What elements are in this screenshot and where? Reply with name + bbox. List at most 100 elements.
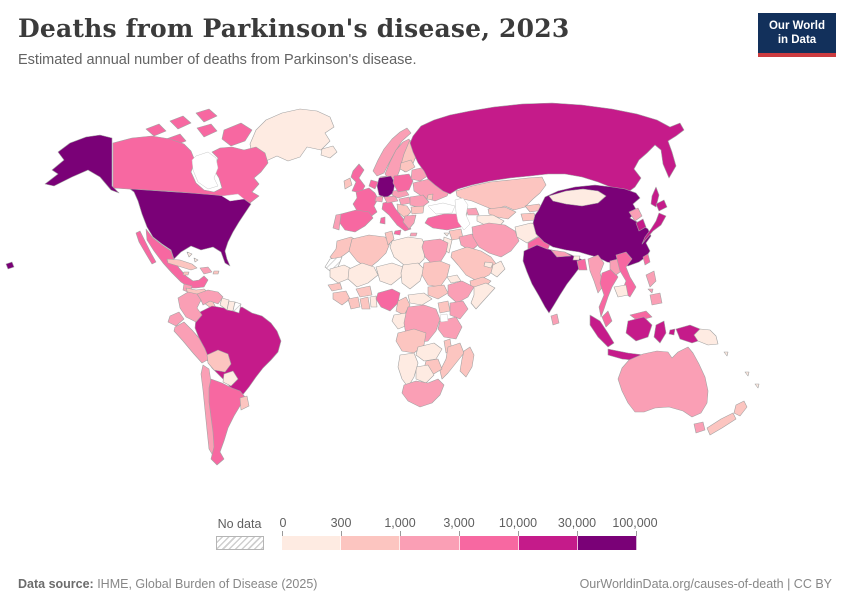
country-greece[interactable] bbox=[402, 214, 418, 237]
country-paraguay[interactable] bbox=[222, 370, 239, 387]
country-oman[interactable] bbox=[490, 260, 506, 278]
country-tunisia[interactable] bbox=[384, 230, 395, 246]
country-ghana[interactable] bbox=[359, 296, 371, 310]
country-south-africa[interactable] bbox=[401, 378, 445, 408]
country-russia[interactable] bbox=[409, 102, 685, 197]
country-spain[interactable] bbox=[338, 209, 374, 233]
country-cuba[interactable] bbox=[166, 258, 198, 271]
country-bhutan[interactable] bbox=[572, 255, 581, 261]
country-portugal[interactable] bbox=[332, 213, 342, 231]
country-japan[interactable] bbox=[641, 199, 668, 245]
country-bulgaria[interactable] bbox=[410, 205, 425, 215]
country-russia-sakhalin[interactable] bbox=[650, 186, 660, 208]
country-papua-new-guinea[interactable] bbox=[693, 328, 719, 346]
country-niger[interactable] bbox=[375, 262, 404, 286]
region-guinea[interactable] bbox=[332, 290, 351, 306]
legend-swatch[interactable] bbox=[282, 536, 342, 550]
country-ireland[interactable] bbox=[343, 177, 353, 190]
country-burkina-faso[interactable] bbox=[355, 285, 373, 298]
country-azerbaijan[interactable] bbox=[465, 207, 480, 216]
country-jamaica[interactable] bbox=[182, 271, 190, 276]
country-tanzania[interactable] bbox=[437, 316, 463, 340]
legend-swatch[interactable] bbox=[459, 536, 519, 550]
region-uae-qatar[interactable] bbox=[483, 261, 494, 269]
country-zambia[interactable] bbox=[415, 342, 443, 362]
country-bolivia[interactable] bbox=[206, 349, 232, 373]
country-china[interactable] bbox=[532, 184, 652, 267]
country-poland[interactable] bbox=[392, 173, 414, 193]
region-pacific-islands[interactable] bbox=[723, 351, 760, 389]
country-moldova[interactable] bbox=[426, 193, 434, 201]
country-sri-lanka[interactable] bbox=[550, 313, 560, 326]
country-romania[interactable] bbox=[409, 194, 430, 209]
region-benelux[interactable] bbox=[368, 179, 379, 190]
region-balkans[interactable] bbox=[396, 203, 412, 219]
country-venezuela[interactable] bbox=[196, 289, 224, 306]
country-french-guiana[interactable] bbox=[232, 301, 242, 314]
legend-swatch[interactable] bbox=[400, 536, 460, 550]
country-thailand[interactable] bbox=[598, 268, 619, 318]
country-north-korea[interactable] bbox=[628, 207, 643, 222]
region-baltic-states[interactable] bbox=[399, 159, 416, 173]
country-chad[interactable] bbox=[400, 262, 425, 290]
country-alaska[interactable] bbox=[44, 134, 120, 194]
license-note[interactable]: OurWorldinData.org/causes-of-death | CC … bbox=[579, 577, 832, 591]
country-italy[interactable] bbox=[379, 200, 412, 236]
country-greenland[interactable] bbox=[249, 108, 335, 162]
country-south-korea[interactable] bbox=[635, 218, 647, 232]
country-bahamas[interactable] bbox=[186, 251, 199, 263]
country-ecuador[interactable] bbox=[167, 311, 185, 327]
country-algeria[interactable] bbox=[348, 234, 391, 270]
country-turkey[interactable] bbox=[424, 213, 468, 231]
country-somalia[interactable] bbox=[470, 282, 496, 310]
country-australia[interactable] bbox=[617, 346, 709, 418]
country-sudan[interactable] bbox=[421, 260, 451, 288]
country-hungary[interactable] bbox=[398, 196, 412, 206]
owid-logo[interactable]: Our World in Data bbox=[758, 13, 836, 57]
country-cyprus[interactable] bbox=[443, 232, 450, 237]
country-uruguay[interactable] bbox=[239, 395, 250, 411]
country-tasmania[interactable] bbox=[693, 421, 706, 434]
country-new-zealand[interactable] bbox=[706, 400, 748, 436]
country-nigeria[interactable] bbox=[375, 288, 401, 312]
country-uganda[interactable] bbox=[437, 300, 451, 314]
country-cambodia[interactable] bbox=[613, 284, 629, 298]
country-mali[interactable] bbox=[347, 262, 379, 288]
region-togo-benin[interactable] bbox=[369, 295, 378, 308]
country-ivory-coast[interactable] bbox=[347, 296, 361, 310]
country-austria[interactable] bbox=[383, 195, 399, 204]
country-iceland[interactable] bbox=[320, 145, 338, 159]
country-namibia[interactable] bbox=[397, 352, 419, 388]
country-mexico[interactable] bbox=[135, 228, 209, 289]
country-norway[interactable] bbox=[372, 127, 412, 177]
country-kenya[interactable] bbox=[449, 300, 469, 320]
country-germany[interactable] bbox=[376, 175, 396, 199]
country-saudi-arabia[interactable] bbox=[450, 246, 498, 282]
country-taiwan[interactable] bbox=[642, 253, 651, 266]
country-hispaniola[interactable] bbox=[199, 266, 213, 275]
country-philippines[interactable] bbox=[645, 270, 663, 306]
country-egypt[interactable] bbox=[421, 238, 449, 266]
country-switzerland[interactable] bbox=[374, 195, 384, 203]
legend-swatch[interactable] bbox=[518, 536, 578, 550]
country-south-sudan[interactable] bbox=[427, 284, 449, 300]
country-iran[interactable] bbox=[471, 222, 520, 258]
country-libya[interactable] bbox=[389, 236, 427, 268]
country-argentina[interactable] bbox=[208, 378, 246, 466]
country-central-african-republic[interactable] bbox=[407, 292, 433, 306]
country-kazakhstan[interactable] bbox=[455, 176, 547, 211]
region-gabon-congo[interactable] bbox=[391, 312, 409, 330]
country-ethiopia[interactable] bbox=[447, 280, 475, 304]
country-bangladesh[interactable] bbox=[576, 258, 588, 271]
no-data-swatch[interactable] bbox=[216, 536, 264, 550]
country-hawaii[interactable] bbox=[5, 261, 15, 270]
country-mongolia[interactable] bbox=[548, 188, 607, 207]
country-united-kingdom[interactable] bbox=[350, 163, 366, 194]
country-canadian-arctic-islands[interactable] bbox=[145, 108, 253, 147]
country-nepal[interactable] bbox=[550, 249, 572, 258]
country-vietnam[interactable] bbox=[615, 251, 637, 298]
country-botswana[interactable] bbox=[415, 364, 435, 384]
legend-swatch[interactable] bbox=[341, 536, 401, 550]
country-india[interactable] bbox=[522, 244, 584, 314]
country-senegal[interactable] bbox=[327, 282, 343, 292]
